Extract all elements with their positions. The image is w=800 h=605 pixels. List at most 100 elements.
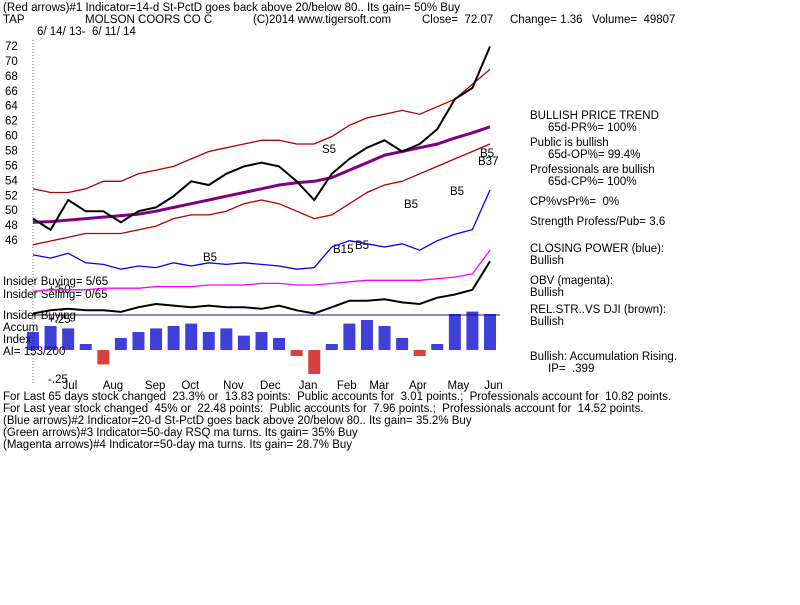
sidebar-text: CLOSING POWER (blue): — [530, 243, 664, 255]
sidebar-text: Professionals are bullish — [530, 164, 655, 176]
y-tick-label: 68 — [5, 71, 18, 83]
y-tick-label: 72 — [5, 41, 18, 53]
sidebar-text: Bullish: Accumulation Rising. — [530, 351, 677, 363]
accum-bar — [325, 344, 338, 350]
y-tick-label: 46 — [5, 235, 18, 247]
accum-bar — [167, 326, 180, 350]
signal: S5 — [322, 144, 336, 156]
sidebar-text: BULLISH PRICE TREND — [530, 110, 659, 122]
signal: B5 — [450, 186, 464, 198]
y-tick-label: 66 — [5, 86, 18, 98]
accum-bar — [448, 314, 461, 350]
x-tick-label: Aug — [103, 380, 123, 392]
accum-bar — [396, 338, 409, 350]
date-range: 6/ 14/ 13- 6/ 11/ 14 — [37, 26, 136, 38]
sidebar-text: Public is bullish — [530, 137, 609, 149]
series-line — [32, 125, 491, 224]
y-tick-label: 48 — [5, 220, 18, 232]
sidebar-text: 65d-PR%= 100% — [548, 122, 637, 134]
insider-text: Insider Buying= 5/65 — [3, 276, 108, 288]
accum-tick-label: +.25 — [48, 314, 71, 326]
y-tick-label: 58 — [5, 145, 18, 157]
insider-text: Index — [3, 334, 31, 346]
y-tick-label: 62 — [5, 116, 18, 128]
sidebar-text: Bullish — [530, 255, 564, 267]
x-tick-label: Jan — [299, 380, 318, 392]
sidebar-text: Bullish — [530, 316, 564, 328]
series-line — [32, 189, 491, 270]
y-tick-label: 60 — [5, 131, 18, 143]
accum-bar — [273, 338, 286, 350]
series-line — [32, 260, 491, 315]
accum-bar — [343, 323, 356, 350]
x-tick-label: Oct — [181, 380, 200, 392]
copyright: (C)2014 www.tigersoft.com — [253, 14, 391, 26]
signal: B5 — [404, 199, 418, 211]
sidebar-text: IP= .399 — [548, 363, 594, 375]
series-line — [32, 143, 491, 246]
insider-text: Insider Selling= 0/65 — [3, 289, 108, 301]
x-tick-label: Mar — [369, 380, 389, 392]
x-tick-label: Dec — [260, 380, 281, 392]
y-tick-label: 50 — [5, 205, 18, 217]
insider-text: Accum — [3, 322, 38, 334]
accum-bar — [202, 332, 215, 350]
x-tick-label: Feb — [337, 380, 357, 392]
sidebar-text: Bullish — [530, 287, 564, 299]
accum-bar — [237, 335, 250, 350]
sidebar-text: 65d-CP%= 100% — [548, 176, 637, 188]
insider-text: Insider Buying — [3, 310, 76, 322]
y-tick-label: 54 — [5, 175, 18, 187]
x-tick-label: May — [447, 380, 469, 392]
accum-bar — [431, 344, 444, 350]
accum-bar — [290, 350, 303, 356]
volume: Volume= 49807 — [592, 14, 675, 26]
sidebar-text: 65d-OP%= 99.4% — [548, 149, 640, 161]
accum-bar — [185, 323, 198, 350]
ticker: TAP — [3, 14, 25, 26]
footer: For Last 65 days stock changed 23.3% or … — [3, 391, 671, 451]
sidebar-text: REL.STR..VS DJI (brown): — [530, 304, 666, 316]
y-tick-label: 70 — [5, 56, 18, 68]
x-tick-label: Apr — [409, 380, 427, 392]
accum-bar — [484, 314, 496, 350]
accum-bar — [413, 350, 426, 356]
footer-text: (Green arrows)#3 Indicator=50-day RSQ ma… — [3, 427, 358, 439]
accum-bar — [132, 332, 145, 350]
accum-bar — [97, 350, 110, 365]
sidebar-text: OBV (magenta): — [530, 275, 613, 287]
footer-text: (Blue arrows)#2 Indicator=20-d St-PctD g… — [3, 415, 472, 427]
close: Close= 72.07 — [422, 14, 493, 26]
series-line — [32, 46, 491, 232]
footer-text: For Last 65 days stock changed 23.3% or … — [3, 391, 671, 403]
accum-bar — [255, 332, 268, 350]
accum-bar — [308, 350, 321, 374]
signal: B15 — [333, 244, 353, 256]
x-tick-label: Jul — [63, 380, 78, 392]
accum-bar — [27, 332, 39, 350]
signal: B37 — [478, 156, 498, 168]
signal: B5 — [480, 148, 494, 160]
change: Change= 1.36 — [510, 14, 583, 26]
y-tick-label: 56 — [5, 160, 18, 172]
accum-bar — [114, 338, 127, 350]
y-tick-label: 52 — [5, 190, 18, 202]
x-tick-label: Jun — [484, 380, 503, 392]
accum-bar — [62, 328, 75, 350]
accum-bar — [44, 326, 57, 350]
footer-text: For Last year stock changed 45% or 22.48… — [3, 403, 644, 415]
accum-bar — [466, 311, 479, 350]
header-line: (Red arrows)#1 Indicator=14-d St-PctD go… — [3, 2, 460, 14]
signal: B5 — [203, 252, 217, 264]
accum-bar — [79, 344, 92, 350]
x-tick-label: Sep — [145, 380, 165, 392]
accum-bar — [360, 320, 373, 350]
series-line — [32, 249, 491, 292]
accum-bar — [150, 328, 163, 350]
accum-bar — [378, 326, 391, 350]
sidebar-text: Strength Profess/Pub= 3.6 — [530, 216, 665, 228]
accum-tick-label: -.25 — [48, 374, 68, 386]
